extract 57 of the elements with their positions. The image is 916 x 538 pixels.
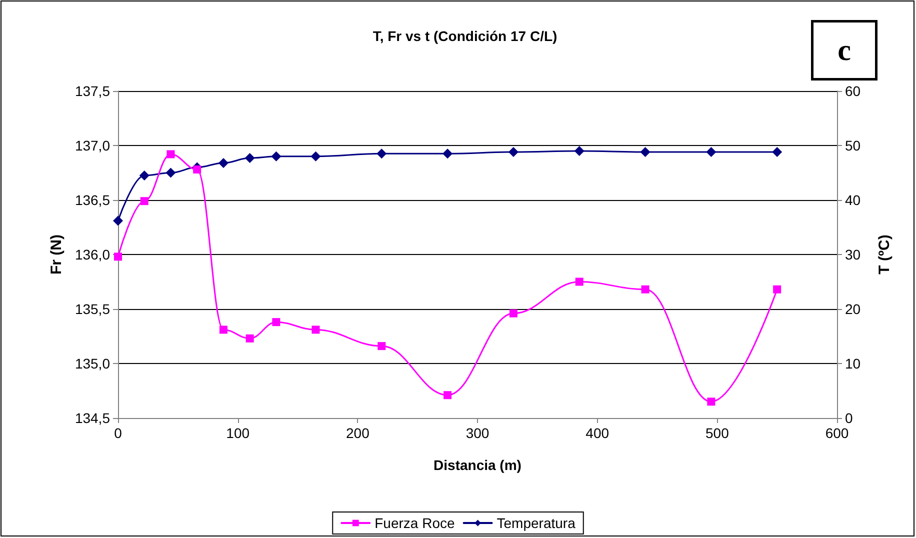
- point: [219, 326, 228, 334]
- point: [246, 334, 254, 342]
- point: [166, 168, 176, 178]
- y2-tick-label: 40: [845, 192, 861, 208]
- y-tick-label: 135,5: [74, 301, 110, 317]
- chart-title: T, Fr vs t (Condición 17 C/L): [372, 28, 558, 44]
- point: [772, 147, 782, 158]
- x-axis-title: Distancia (m): [434, 457, 522, 473]
- point: [707, 398, 716, 406]
- y2-tick-label: 30: [845, 246, 861, 262]
- point: [218, 158, 228, 168]
- point: [113, 216, 123, 226]
- x-tick-label: 400: [586, 425, 610, 441]
- y2-tick-label: 60: [845, 83, 861, 99]
- point: [166, 150, 175, 158]
- y-tick-label: 135,0: [74, 356, 110, 372]
- point: [641, 285, 650, 294]
- legend-label: Temperatura: [496, 515, 576, 531]
- point: [640, 147, 650, 158]
- x-tick-label: 0: [114, 425, 122, 441]
- point: [773, 285, 782, 294]
- y2-tick-label: 10: [845, 356, 861, 372]
- y2-tick-label: 50: [845, 138, 861, 154]
- point: [575, 278, 584, 286]
- point: [272, 318, 280, 326]
- legend-label: Fuerza Roce: [374, 515, 455, 531]
- point: [271, 151, 282, 162]
- point: [312, 326, 320, 334]
- x-tick-label: 300: [466, 425, 490, 441]
- y2-tick-label: 0: [845, 410, 853, 426]
- point: [140, 197, 148, 206]
- y-axis-title: Fr (N): [48, 234, 66, 274]
- y-tick-label: 136,5: [74, 192, 110, 208]
- point: [574, 146, 584, 156]
- y2-axis-title: T (ºC): [876, 234, 893, 274]
- point: [376, 148, 387, 159]
- point: [444, 391, 452, 400]
- y-tick-label: 136,0: [74, 246, 110, 262]
- y-tick-label: 134,5: [74, 410, 110, 426]
- point: [442, 148, 453, 159]
- point: [310, 151, 321, 162]
- x-tick-label: 600: [825, 425, 849, 441]
- point: [193, 165, 202, 174]
- y-tick-label: 137,5: [74, 83, 110, 99]
- point: [706, 147, 716, 158]
- y2-tick-label: 20: [845, 301, 861, 317]
- point: [139, 170, 150, 180]
- point: [244, 153, 255, 164]
- x-tick-label: 500: [705, 425, 730, 441]
- y-tick-label: 137,0: [74, 138, 110, 154]
- point: [114, 252, 122, 261]
- point: [378, 342, 386, 350]
- x-tick-label: 100: [226, 425, 250, 441]
- text: c: [838, 34, 851, 67]
- point: [509, 309, 518, 318]
- point: [508, 147, 518, 158]
- x-tick-label: 200: [346, 425, 370, 441]
